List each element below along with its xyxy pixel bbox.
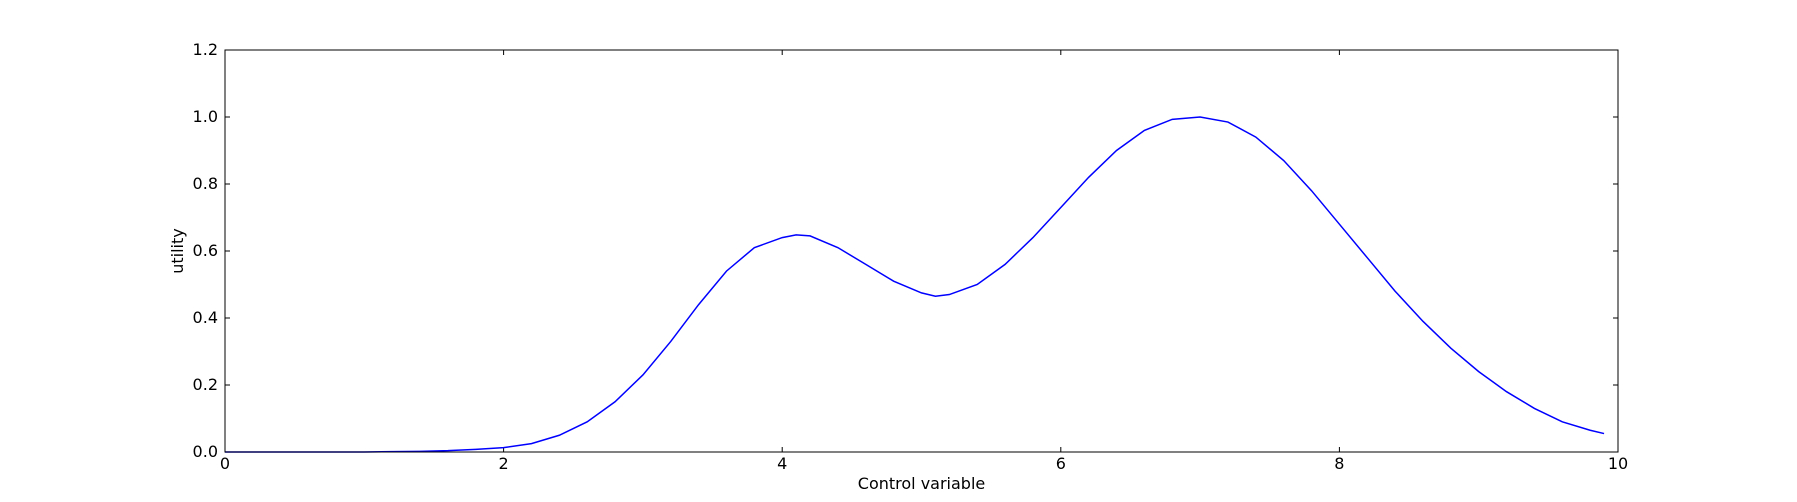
x-tick-label: 6 bbox=[1056, 454, 1066, 473]
x-tick-label: 2 bbox=[499, 454, 509, 473]
y-tick-label: 0.8 bbox=[193, 174, 218, 193]
axis-ticks: 0 2 4 6 8 10 0.0 0.2 0.4 0.6 0.8 1.0 1.2 bbox=[193, 40, 1629, 473]
y-tick-label: 0.2 bbox=[193, 375, 218, 394]
x-tick-label: 8 bbox=[1334, 454, 1344, 473]
y-tick-label: 1.0 bbox=[193, 107, 218, 126]
x-tick-label: 10 bbox=[1608, 454, 1628, 473]
plot-frame bbox=[224, 49, 1619, 453]
series-line bbox=[225, 116, 1605, 453]
y-tick-label: 1.2 bbox=[193, 40, 218, 59]
y-tick-label: 0.0 bbox=[193, 442, 218, 461]
y-tick-label: 0.4 bbox=[193, 308, 218, 327]
y-axis-label: utility bbox=[168, 228, 187, 274]
x-tick-label: 4 bbox=[777, 454, 787, 473]
x-axis-label: Control variable bbox=[858, 474, 985, 493]
y-tick-label: 0.6 bbox=[193, 241, 218, 260]
x-tick-label: 0 bbox=[220, 454, 230, 473]
